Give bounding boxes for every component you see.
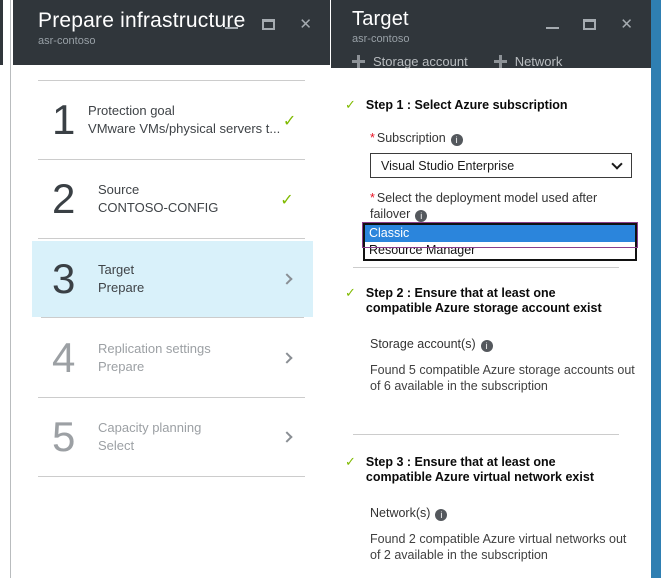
section-divider [353, 267, 619, 268]
blade-subtitle: asr-contoso [38, 35, 96, 47]
step-subtitle: VMware VMs/physical servers t... [88, 121, 281, 136]
page-title: Prepare infrastructure [38, 9, 246, 32]
previous-blade-edge [0, 0, 3, 65]
plus-icon [352, 55, 365, 68]
networks-label: Network(s) i [370, 505, 627, 521]
step-number: 5 [52, 413, 76, 460]
step-item-target[interactable]: 3 Target Prepare [32, 241, 313, 317]
step-subtitle: Prepare [98, 280, 145, 295]
step-title: Target [98, 262, 135, 277]
section-divider [353, 434, 619, 435]
target-blade-content: ✓ Step 1 : Select Azure subscription * Su… [331, 98, 651, 563]
close-icon[interactable]: ✕ [299, 15, 312, 33]
step-item-replication-settings[interactable]: 4 Replication settings Prepare [38, 319, 305, 398]
toolbar-button-label: Storage account [373, 54, 468, 69]
subscription-label-text: Subscription [376, 131, 446, 145]
check-icon: ✓ [280, 189, 294, 209]
minimize-icon[interactable] [546, 27, 560, 29]
step-title: Protection goal [88, 103, 175, 118]
storage-accounts-result: Found 5 compatible Azure storage account… [370, 363, 635, 393]
maximize-icon[interactable] [583, 19, 597, 30]
add-network-button[interactable]: Network [493, 54, 563, 69]
check-icon: ✓ [345, 98, 356, 113]
info-icon[interactable]: i [450, 134, 463, 146]
step-number: 1 [52, 96, 76, 143]
step2-heading-text: Step 2 : Ensure that at least one compat… [365, 286, 602, 315]
check-icon: ✓ [282, 110, 297, 130]
step-number: 3 [52, 255, 76, 302]
maximize-icon[interactable] [262, 19, 276, 30]
step-item-source[interactable]: 2 Source CONTOSO-CONFIG ✓ [38, 160, 305, 239]
deployment-label-text: Select the deployment model used after f… [370, 191, 598, 221]
step1-heading: ✓ Step 1 : Select Azure subscription [345, 98, 627, 113]
subscription-field-label: * Subscription i [370, 130, 627, 146]
target-blade: Target asr-contoso Storage account Netwo… [331, 0, 651, 578]
storage-accounts-label: Storage account(s) i [370, 336, 627, 352]
step-subtitle: Select [98, 438, 135, 453]
subscription-select-value: Visual Studio Enterprise [381, 158, 515, 173]
dropdown-option-resource-manager[interactable]: Resource Manager [369, 243, 476, 257]
step-item-capacity-planning[interactable]: 5 Capacity planning Select [38, 398, 305, 477]
blade-header-right: Target asr-contoso Storage account Netwo… [331, 0, 651, 69]
deployment-model-label: * Select the deployment model used after … [370, 190, 632, 222]
info-icon[interactable]: i [480, 340, 493, 352]
chevron-right-icon [281, 273, 293, 285]
blade-toolbar: Storage account Network [352, 54, 651, 69]
step-subtitle: CONTOSO-CONFIG [98, 200, 219, 215]
toolbar-button-label: Network [514, 54, 563, 69]
step-number: 2 [52, 175, 76, 222]
chevron-right-icon [281, 352, 293, 364]
step3-heading-text: Step 3 : Ensure that at least one compat… [365, 455, 594, 484]
check-icon: ✓ [345, 286, 356, 301]
step3-heading: ✓ Step 3 : Ensure that at least one comp… [345, 455, 627, 485]
deployment-model-dropdown: Classic Resource Manager [362, 222, 638, 261]
subscription-select[interactable]: Visual Studio Enterprise [370, 153, 632, 178]
info-icon[interactable]: i [435, 509, 448, 521]
step-subtitle: Prepare [98, 359, 145, 374]
chevron-right-icon [281, 431, 293, 443]
required-marker: * [370, 131, 375, 145]
check-icon: ✓ [345, 455, 356, 470]
blade-header-left: Prepare infrastructure asr-contoso ✕ [13, 0, 330, 65]
step1-heading-text: Step 1 : Select Azure subscription [365, 98, 568, 112]
minimize-icon[interactable] [225, 27, 239, 29]
add-storage-account-button[interactable]: Storage account [352, 54, 468, 69]
networks-result: Found 2 compatible Azure virtual network… [370, 532, 627, 562]
prepare-infrastructure-blade: Prepare infrastructure asr-contoso ✕ 1 P… [13, 0, 330, 578]
close-icon[interactable]: ✕ [620, 15, 633, 33]
window-controls: ✕ [546, 17, 633, 32]
blade-subtitle: asr-contoso [352, 33, 410, 45]
chevron-down-icon [611, 157, 623, 170]
step2-heading: ✓ Step 2 : Ensure that at least one comp… [345, 286, 627, 316]
info-icon[interactable]: i [415, 210, 428, 222]
dropdown-option-classic[interactable]: Classic [365, 225, 635, 242]
wizard-step-list: 1 Protection goal VMware VMs/physical se… [32, 80, 313, 477]
blade-title: Target [352, 8, 409, 30]
step-title: Capacity planning [98, 420, 202, 435]
step-title: Source [98, 182, 140, 197]
plus-icon [493, 55, 507, 68]
step-number: 4 [52, 334, 76, 381]
accent-strip [651, 0, 661, 578]
window-controls: ✕ [225, 17, 312, 32]
blade-gutter-line [10, 0, 11, 578]
required-marker: * [370, 191, 375, 205]
step-title: Replication settings [98, 341, 211, 356]
storage-accounts-label-text: Storage account(s) [370, 337, 476, 351]
step-item-protection-goal[interactable]: 1 Protection goal VMware VMs/physical se… [38, 81, 305, 160]
networks-label-text: Network(s) [370, 506, 431, 520]
